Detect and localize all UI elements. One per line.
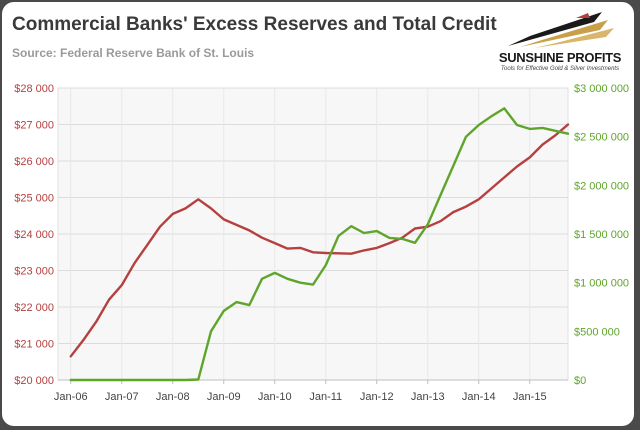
chart-card: Commercial Banks' Excess Reserves and To…: [2, 2, 634, 426]
x-axis: Jan-06 Jan-07 Jan-08 Jan-09 Jan-10 Jan-11 Jan-…: [54, 380, 547, 403]
x-tick-label: Jan-09: [207, 391, 241, 403]
right-tick-label: $2 000 000: [574, 180, 629, 192]
left-tick-label: $20 000: [14, 375, 54, 387]
x-tick-label: Jan-07: [105, 391, 139, 403]
right-axis: $0 $500 000 $1 000 000 $1 500 000 $2 000 000…: [574, 83, 629, 387]
x-tick-label: Jan-13: [411, 391, 445, 403]
x-tick-label: Jan-11: [309, 391, 342, 403]
left-tick-label: $27 000: [14, 120, 54, 132]
sunshine-profits-logo: SUNSHINE PROFITS Tools for Effective Gol…: [490, 10, 630, 78]
right-tick-label: $2 500 000: [574, 132, 629, 144]
series-line-left-axis: [69, 123, 570, 358]
x-tick-label: Jan-14: [462, 391, 496, 403]
left-axis: $20 000 $21 000 $22 000 $23 000 $24 000 $25 0…: [14, 83, 54, 387]
right-tick-label: $3 000 000: [574, 83, 629, 95]
right-tick-label: $1 000 000: [574, 278, 629, 290]
left-tick-label: $28 000: [14, 83, 54, 95]
chart-title: Commercial Banks' Excess Reserves and To…: [12, 14, 497, 35]
logo-tagline: Tools for Effective Gold & Silver Invest…: [500, 66, 620, 72]
logo-name: SUNSHINE PROFITS: [498, 50, 622, 65]
x-tick-label: Jan-08: [156, 391, 190, 403]
left-tick-label: $26 000: [14, 156, 54, 168]
x-tick-label: Jan-15: [513, 391, 547, 403]
x-tick-label: Jan-06: [54, 391, 88, 403]
left-tick-label: $22 000: [14, 302, 54, 314]
chart-subtitle: Source: Federal Reserve Bank of St. Loui…: [12, 46, 255, 60]
right-tick-label: $500 000: [574, 326, 620, 338]
right-tick-label: $1 500 000: [574, 229, 629, 241]
left-tick-label: $24 000: [14, 229, 54, 241]
series-line-right-axis: [69, 107, 570, 382]
sunburst-logo-icon: [508, 12, 614, 48]
x-tick-label: Jan-10: [258, 391, 292, 403]
left-tick-label: $25 000: [14, 193, 54, 205]
right-tick-label: $0: [574, 375, 586, 387]
x-tick-label: Jan-12: [360, 391, 394, 403]
left-tick-label: $23 000: [14, 266, 54, 278]
line-chart: $20 000 $21 000 $22 000 $23 000 $24 000 $25 0…: [14, 83, 629, 403]
left-tick-label: $21 000: [14, 339, 54, 351]
series-lines: [69, 107, 570, 382]
